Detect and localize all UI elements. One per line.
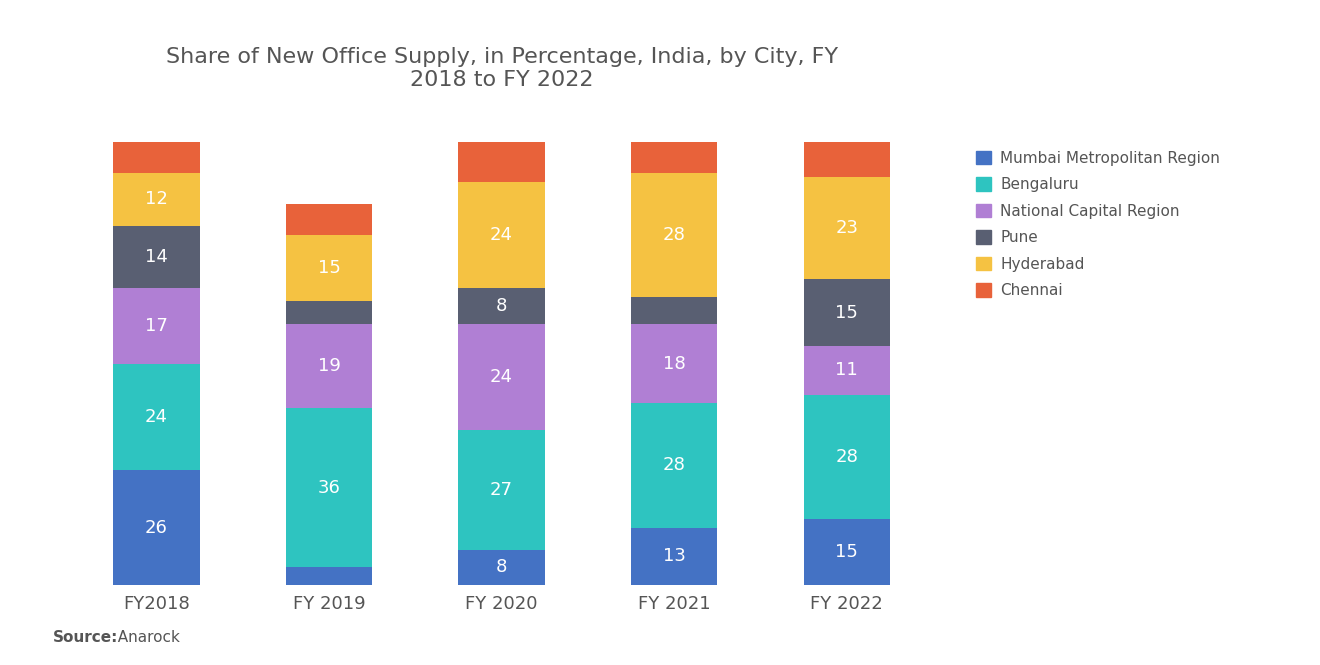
Text: 11: 11 (836, 361, 858, 379)
Bar (804, 519, 890, 585)
Bar (286, 235, 372, 301)
Text: 13: 13 (663, 547, 685, 565)
Bar (114, 173, 199, 226)
Legend: Mumbai Metropolitan Region, Bengaluru, National Capital Region, Pune, Hyderabad,: Mumbai Metropolitan Region, Bengaluru, N… (975, 150, 1220, 299)
Text: 24: 24 (490, 368, 513, 386)
Text: 23: 23 (836, 219, 858, 237)
Bar (114, 288, 199, 364)
Bar (458, 142, 545, 182)
Bar (804, 142, 890, 178)
Bar (286, 204, 372, 235)
Text: 17: 17 (145, 317, 168, 335)
Text: 15: 15 (836, 303, 858, 322)
Bar (458, 430, 545, 550)
Text: 28: 28 (836, 448, 858, 465)
Text: 8: 8 (496, 559, 507, 577)
Text: 24: 24 (145, 408, 168, 426)
Bar (114, 226, 199, 288)
Bar (114, 470, 199, 585)
Text: Source:: Source: (53, 630, 119, 645)
Text: Anarock: Anarock (108, 630, 180, 645)
Text: 24: 24 (490, 226, 513, 244)
Text: 15: 15 (836, 543, 858, 561)
Bar (631, 297, 717, 324)
Text: Share of New Office Supply, in Percentage, India, by City, FY
2018 to FY 2022: Share of New Office Supply, in Percentag… (165, 47, 838, 90)
Text: 27: 27 (490, 481, 513, 499)
Bar (804, 279, 890, 346)
Bar (458, 550, 545, 585)
Bar (286, 408, 372, 567)
Bar (458, 288, 545, 324)
Bar (804, 346, 890, 394)
Bar (631, 527, 717, 585)
Bar (631, 404, 717, 527)
Bar (286, 567, 372, 585)
Text: 18: 18 (663, 354, 685, 372)
Bar (458, 182, 545, 288)
Text: 19: 19 (318, 356, 341, 375)
Text: 12: 12 (145, 190, 168, 209)
Bar (631, 324, 717, 404)
Bar (631, 173, 717, 297)
Text: 28: 28 (663, 226, 685, 244)
Bar (286, 301, 372, 324)
Bar (114, 364, 199, 470)
Text: 8: 8 (496, 297, 507, 315)
Text: 26: 26 (145, 519, 168, 537)
Text: 15: 15 (318, 259, 341, 277)
Bar (114, 142, 199, 173)
Text: 36: 36 (318, 479, 341, 497)
Bar (286, 324, 372, 408)
Text: 28: 28 (663, 456, 685, 475)
Bar (804, 178, 890, 279)
Text: 14: 14 (145, 248, 168, 266)
Bar (631, 142, 717, 173)
Bar (804, 394, 890, 519)
Bar (458, 324, 545, 430)
